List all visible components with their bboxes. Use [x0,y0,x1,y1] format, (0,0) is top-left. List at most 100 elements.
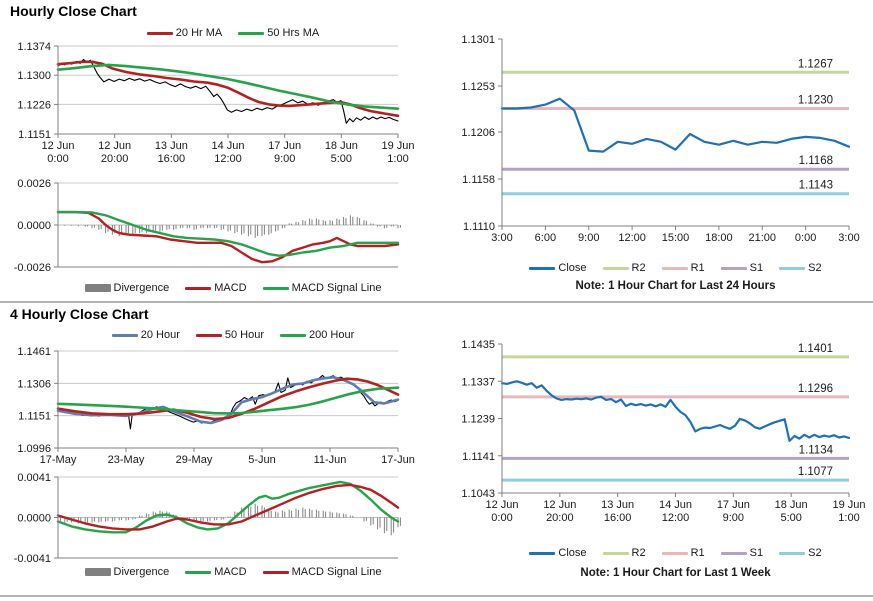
svg-text:1.1306: 1.1306 [17,378,51,390]
svg-text:-0.0041: -0.0041 [14,553,51,565]
legend-label: 200 Hour [309,329,355,341]
svg-text:1.1143: 1.1143 [799,180,833,192]
legend-marker [779,266,806,270]
svg-text:3:00: 3:00 [838,232,859,244]
daily-sr-chart-plot: 1.1267 1.1230 1.1168 1.1143 1.1301 1.1253 1.12… [461,34,859,244]
svg-text:12 Jun: 12 Jun [485,499,518,511]
svg-text:14 Jun: 14 Jun [659,499,692,511]
legend-item: MACD Signal Line [262,282,382,294]
daily-sr-note: Note: 1 Hour Chart for Last 24 Hours [575,280,776,292]
svg-text:18:00: 18:00 [705,232,733,244]
legend-label: R2 [631,262,646,274]
legend-marker [529,266,556,270]
legend-label: MACD [214,282,247,294]
svg-text:14 Jun: 14 Jun [211,140,244,152]
four-hourly-macd-plot: 0.0041 0.0000 -0.0041 [14,472,401,565]
hourly-macd-plot: 0.0026 0.0000 -0.0026 [14,178,401,274]
svg-text:12 Jun: 12 Jun [98,140,131,152]
svg-text:1.1151: 1.1151 [18,129,51,141]
legend-item: R1 [661,262,705,274]
legend-label: R1 [690,262,705,274]
weekly-sr-chart-plot: 1.1401 1.1296 1.1134 1.1077 1.1435 1.1337 1.12… [461,339,865,524]
legend-marker [280,333,306,337]
svg-text:1.1077: 1.1077 [798,466,833,478]
legend-label: R1 [690,547,705,559]
legend-item: R2 [602,262,646,274]
legend-item: MACD [185,566,247,578]
svg-text:1.0996: 1.0996 [17,443,51,455]
weekly-sr-note: Note: 1 Hour Chart for Last 1 Week [580,567,771,579]
svg-text:1.1337: 1.1337 [461,376,495,388]
legend-marker [195,333,222,337]
svg-text:17-Jun: 17-Jun [381,454,415,466]
legend-label: MACD [214,566,247,578]
legend-marker [661,551,688,555]
svg-text:5-Jun: 5-Jun [248,454,276,466]
legend-marker [111,333,138,337]
svg-text:9:00: 9:00 [723,512,744,524]
svg-text:1.1401: 1.1401 [798,343,833,355]
legend-marker [84,284,111,292]
legend-label: Close [558,262,587,274]
svg-text:16:00: 16:00 [604,512,632,524]
svg-text:3:00: 3:00 [491,232,512,244]
hourly-close-legend: 20 Hr MA 50 Hrs MA [58,25,408,41]
weekly-sr-legend: Close R2 R1 S1 S2 [502,545,849,561]
svg-text:12 Jun: 12 Jun [41,140,74,152]
legend-marker [262,286,289,290]
svg-text:1:00: 1:00 [387,153,408,165]
svg-text:1.1110: 1.1110 [463,221,495,233]
svg-text:17 Jun: 17 Jun [268,140,301,152]
svg-text:12 Jun: 12 Jun [543,499,576,511]
hourly-close-chart-title: Hourly Close Chart [10,3,137,19]
svg-text:1.1374: 1.1374 [17,41,51,53]
svg-text:0.0000: 0.0000 [17,220,51,232]
svg-text:1.1151: 1.1151 [18,411,51,423]
svg-text:12:00: 12:00 [662,512,690,524]
svg-text:20:00: 20:00 [101,153,129,165]
svg-text:1.1134: 1.1134 [799,444,834,456]
svg-text:0:00: 0:00 [491,512,512,524]
daily-sr-legend: Close R2 R1 S1 S2 [502,260,849,276]
svg-text:1.1206: 1.1206 [461,127,495,139]
svg-text:1.1301: 1.1301 [461,34,495,46]
svg-text:9:00: 9:00 [274,153,295,165]
svg-text:1.1267: 1.1267 [798,58,833,70]
legend-item: S1 [720,547,764,559]
legend-item: 200 Hour [280,329,354,341]
legend-marker [602,266,629,270]
svg-text:23-May: 23-May [108,454,145,466]
legend-item: 20 Hr MA [146,27,222,39]
four-hourly-close-legend: 20 Hour 50 Hour 200 Hour [58,327,408,343]
svg-text:12:00: 12:00 [618,232,646,244]
svg-text:13 Jun: 13 Jun [601,499,634,511]
svg-text:0.0000: 0.0000 [17,513,51,525]
svg-text:9:00: 9:00 [578,232,599,244]
legend-item: 20 Hour [111,329,180,341]
svg-text:1.1435: 1.1435 [461,339,495,351]
legend-label: S2 [808,547,822,559]
legend-marker [262,570,289,574]
legend-marker [185,570,212,574]
legend-label: MACD Signal Line [291,566,382,578]
legend-label: R2 [631,547,646,559]
svg-text:0.0026: 0.0026 [17,178,51,190]
svg-text:1.1461: 1.1461 [17,346,51,358]
legend-item: S2 [779,547,822,559]
legend-label: S1 [749,547,764,559]
legend-item: S1 [720,262,763,274]
legend-marker [779,551,806,555]
svg-text:1.1141: 1.1141 [462,451,495,463]
legend-item: R1 [661,547,705,559]
svg-text:19 Jun: 19 Jun [832,499,865,511]
legend-marker [720,266,747,270]
svg-text:6:00: 6:00 [535,232,556,244]
legend-marker [529,551,556,555]
legend-marker [238,31,265,35]
legend-item: Close [529,262,587,274]
legend-item: MACD Signal Line [262,566,382,578]
svg-text:-0.0026: -0.0026 [14,262,51,274]
section-divider [0,595,873,597]
legend-label: MACD Signal Line [291,282,382,294]
